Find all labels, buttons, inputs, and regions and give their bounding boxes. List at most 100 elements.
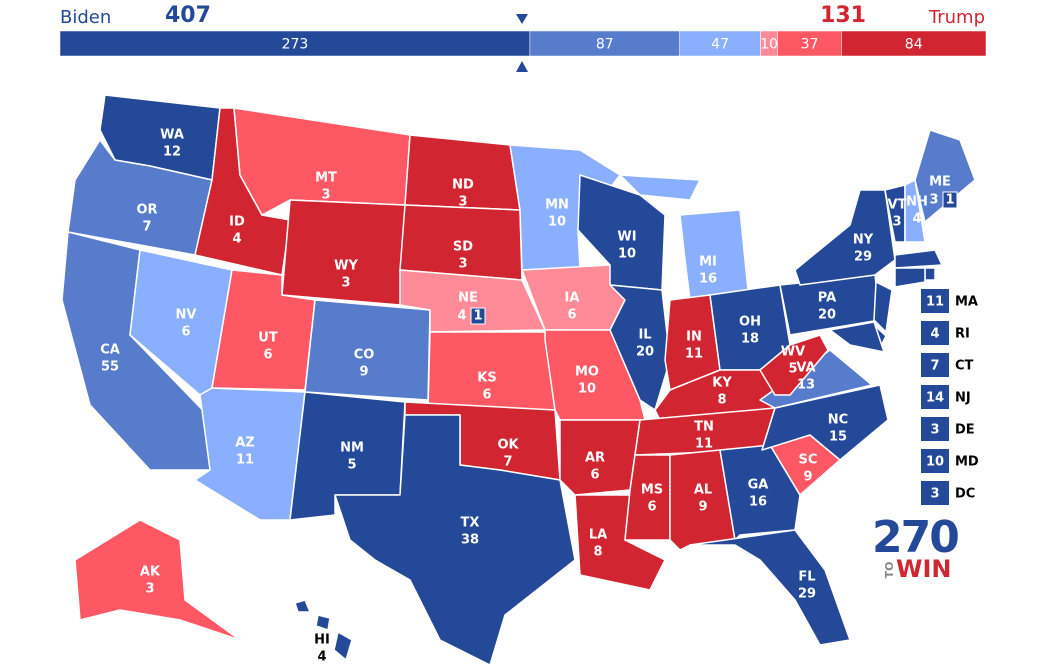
state-abbr: SD xyxy=(453,240,473,255)
small-state-abbr: RI xyxy=(955,327,970,342)
state-shape xyxy=(761,384,889,461)
logo-small: TO xyxy=(883,562,896,579)
state-abbr: OH xyxy=(739,315,761,330)
small-state-box xyxy=(921,321,949,345)
bar-label: 84 xyxy=(905,37,923,53)
state-abbr: MS xyxy=(641,483,663,498)
small-state-ev: 4 xyxy=(930,327,939,342)
small-state-abbr: DE xyxy=(955,423,975,438)
bar-segment xyxy=(777,30,842,57)
state-ev: 8 xyxy=(593,545,602,560)
small-state-abbr: DC xyxy=(955,487,975,502)
state-ev: 10 xyxy=(618,247,636,262)
state-ev: 18 xyxy=(741,332,759,347)
state-ev: 4 xyxy=(457,309,466,324)
state-shape xyxy=(609,284,671,411)
state-abbr: WI xyxy=(617,230,636,245)
state-shape xyxy=(559,419,641,496)
state-abbr: ME xyxy=(929,175,951,190)
left-name: Biden xyxy=(60,7,111,28)
small-state-abbr: MA xyxy=(955,295,978,310)
state-ev: 11 xyxy=(695,437,713,452)
state-ev: 13 xyxy=(797,378,815,393)
state-abbr: NV xyxy=(176,308,197,323)
state-ev: 3 xyxy=(929,193,938,208)
state-ev: 5 xyxy=(788,362,797,377)
state-abbr: FL xyxy=(798,570,815,585)
majority-marker-top xyxy=(516,14,528,24)
state-ev: 29 xyxy=(854,250,872,265)
state-shape xyxy=(894,249,943,269)
state-abbr: AZ xyxy=(235,436,255,451)
bar-label: 87 xyxy=(596,37,614,53)
state-shape xyxy=(315,614,331,631)
state-abbr: KS xyxy=(477,371,496,386)
small-state-box xyxy=(921,353,949,377)
small-state-box xyxy=(921,449,949,473)
state-ev: 29 xyxy=(798,587,816,602)
state-ev: 3 xyxy=(892,215,901,230)
state-shape xyxy=(619,174,701,201)
state-abbr: MO xyxy=(575,365,599,380)
state-ev: 3 xyxy=(321,188,330,203)
state-abbr: ID xyxy=(229,215,245,230)
state-abbr: WY xyxy=(334,259,358,274)
state-ev: 55 xyxy=(101,360,119,375)
state-abbr: GA xyxy=(748,478,769,493)
state-ev: 12 xyxy=(163,145,181,160)
state-abbr: OR xyxy=(136,203,157,218)
small-state-ev: 14 xyxy=(926,391,944,406)
small-state-ev: 3 xyxy=(930,423,939,438)
state-abbr: IN xyxy=(686,330,702,345)
bar-label: 10 xyxy=(760,37,778,53)
state-ev: 16 xyxy=(749,495,767,510)
majority-marker-bottom xyxy=(516,61,528,72)
bar-segment xyxy=(529,30,680,57)
state-ev: 11 xyxy=(236,453,254,468)
state-abbr: MN xyxy=(545,198,569,213)
district-box xyxy=(942,191,958,209)
state-ev: 3 xyxy=(458,195,467,210)
state-abbr: AR xyxy=(585,451,605,466)
state-shape xyxy=(894,267,926,288)
state-ev: 6 xyxy=(263,348,272,363)
state-ev: 6 xyxy=(647,500,656,515)
state-abbr: OK xyxy=(497,438,519,453)
state-ev: 5 xyxy=(347,458,356,473)
state-shape xyxy=(509,144,621,271)
state-shape xyxy=(759,334,829,396)
state-abbr: LA xyxy=(589,528,607,543)
state-ev: 7 xyxy=(503,455,512,470)
state-abbr: TX xyxy=(461,516,480,531)
state-abbr: NH xyxy=(906,195,928,210)
district-box xyxy=(470,307,486,325)
small-state-abbr: CT xyxy=(955,359,974,374)
state-shape xyxy=(904,179,926,243)
tally-bar: 273 87 47 10 37 84 xyxy=(59,30,987,57)
right-name: Trump xyxy=(928,7,985,28)
state-abbr: MI xyxy=(699,255,717,270)
state-abbr: AL xyxy=(694,483,712,498)
logo-number: 270 xyxy=(872,512,958,563)
small-state-ev: 11 xyxy=(926,295,944,310)
state-ev: 11 xyxy=(685,347,703,362)
state-ev: 4 xyxy=(912,212,921,227)
small-state-box xyxy=(921,385,949,409)
state-abbr: NE xyxy=(458,291,478,306)
small-state-ev: 7 xyxy=(930,359,939,374)
state-shape xyxy=(74,519,241,641)
state-ev: 3 xyxy=(341,276,350,291)
state-shape xyxy=(624,454,671,541)
state-abbr: VT xyxy=(888,198,907,213)
right-total: 131 xyxy=(820,3,866,28)
state-abbr: UT xyxy=(258,331,278,346)
state-abbr: NM xyxy=(340,441,364,456)
bar-label: 273 xyxy=(282,37,309,53)
state-abbr: WV xyxy=(781,345,805,360)
state-ev: 6 xyxy=(482,388,491,403)
state-shape xyxy=(334,414,576,666)
small-state-ev: 3 xyxy=(930,487,939,502)
state-shape xyxy=(924,267,936,281)
state-ev: 9 xyxy=(803,470,812,485)
bar-label: 47 xyxy=(711,37,729,53)
